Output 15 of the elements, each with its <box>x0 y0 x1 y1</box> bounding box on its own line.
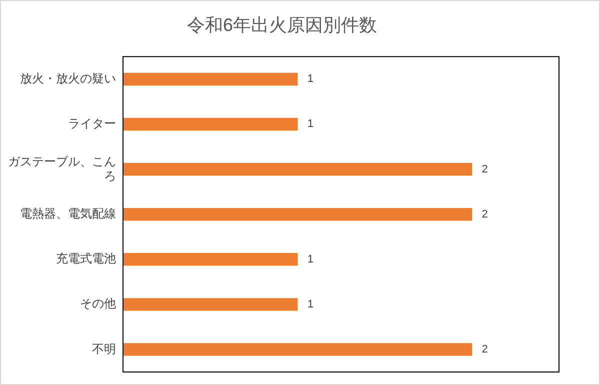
y-tick-label: 放火・放火の疑い <box>20 71 116 86</box>
y-tick-label: その他 <box>80 296 116 311</box>
chart-title: 令和6年出火原因別件数 <box>186 14 378 35</box>
data-label: 1 <box>307 73 314 86</box>
data-label: 2 <box>482 344 488 356</box>
y-tick-label: 不明 <box>92 342 116 356</box>
data-label: 1 <box>307 253 314 266</box>
data-label: 2 <box>482 208 488 220</box>
data-label: 1 <box>307 118 314 130</box>
data-label: 2 <box>482 163 488 176</box>
y-tick-label: ライター <box>68 116 116 130</box>
y-tick-label: 電熱器、電気配線 <box>20 206 116 221</box>
y-tick-label: ガステーブル、こんろ <box>8 154 116 183</box>
data-label: 1 <box>307 298 314 310</box>
y-tick-label: 充電式電池 <box>56 252 116 266</box>
